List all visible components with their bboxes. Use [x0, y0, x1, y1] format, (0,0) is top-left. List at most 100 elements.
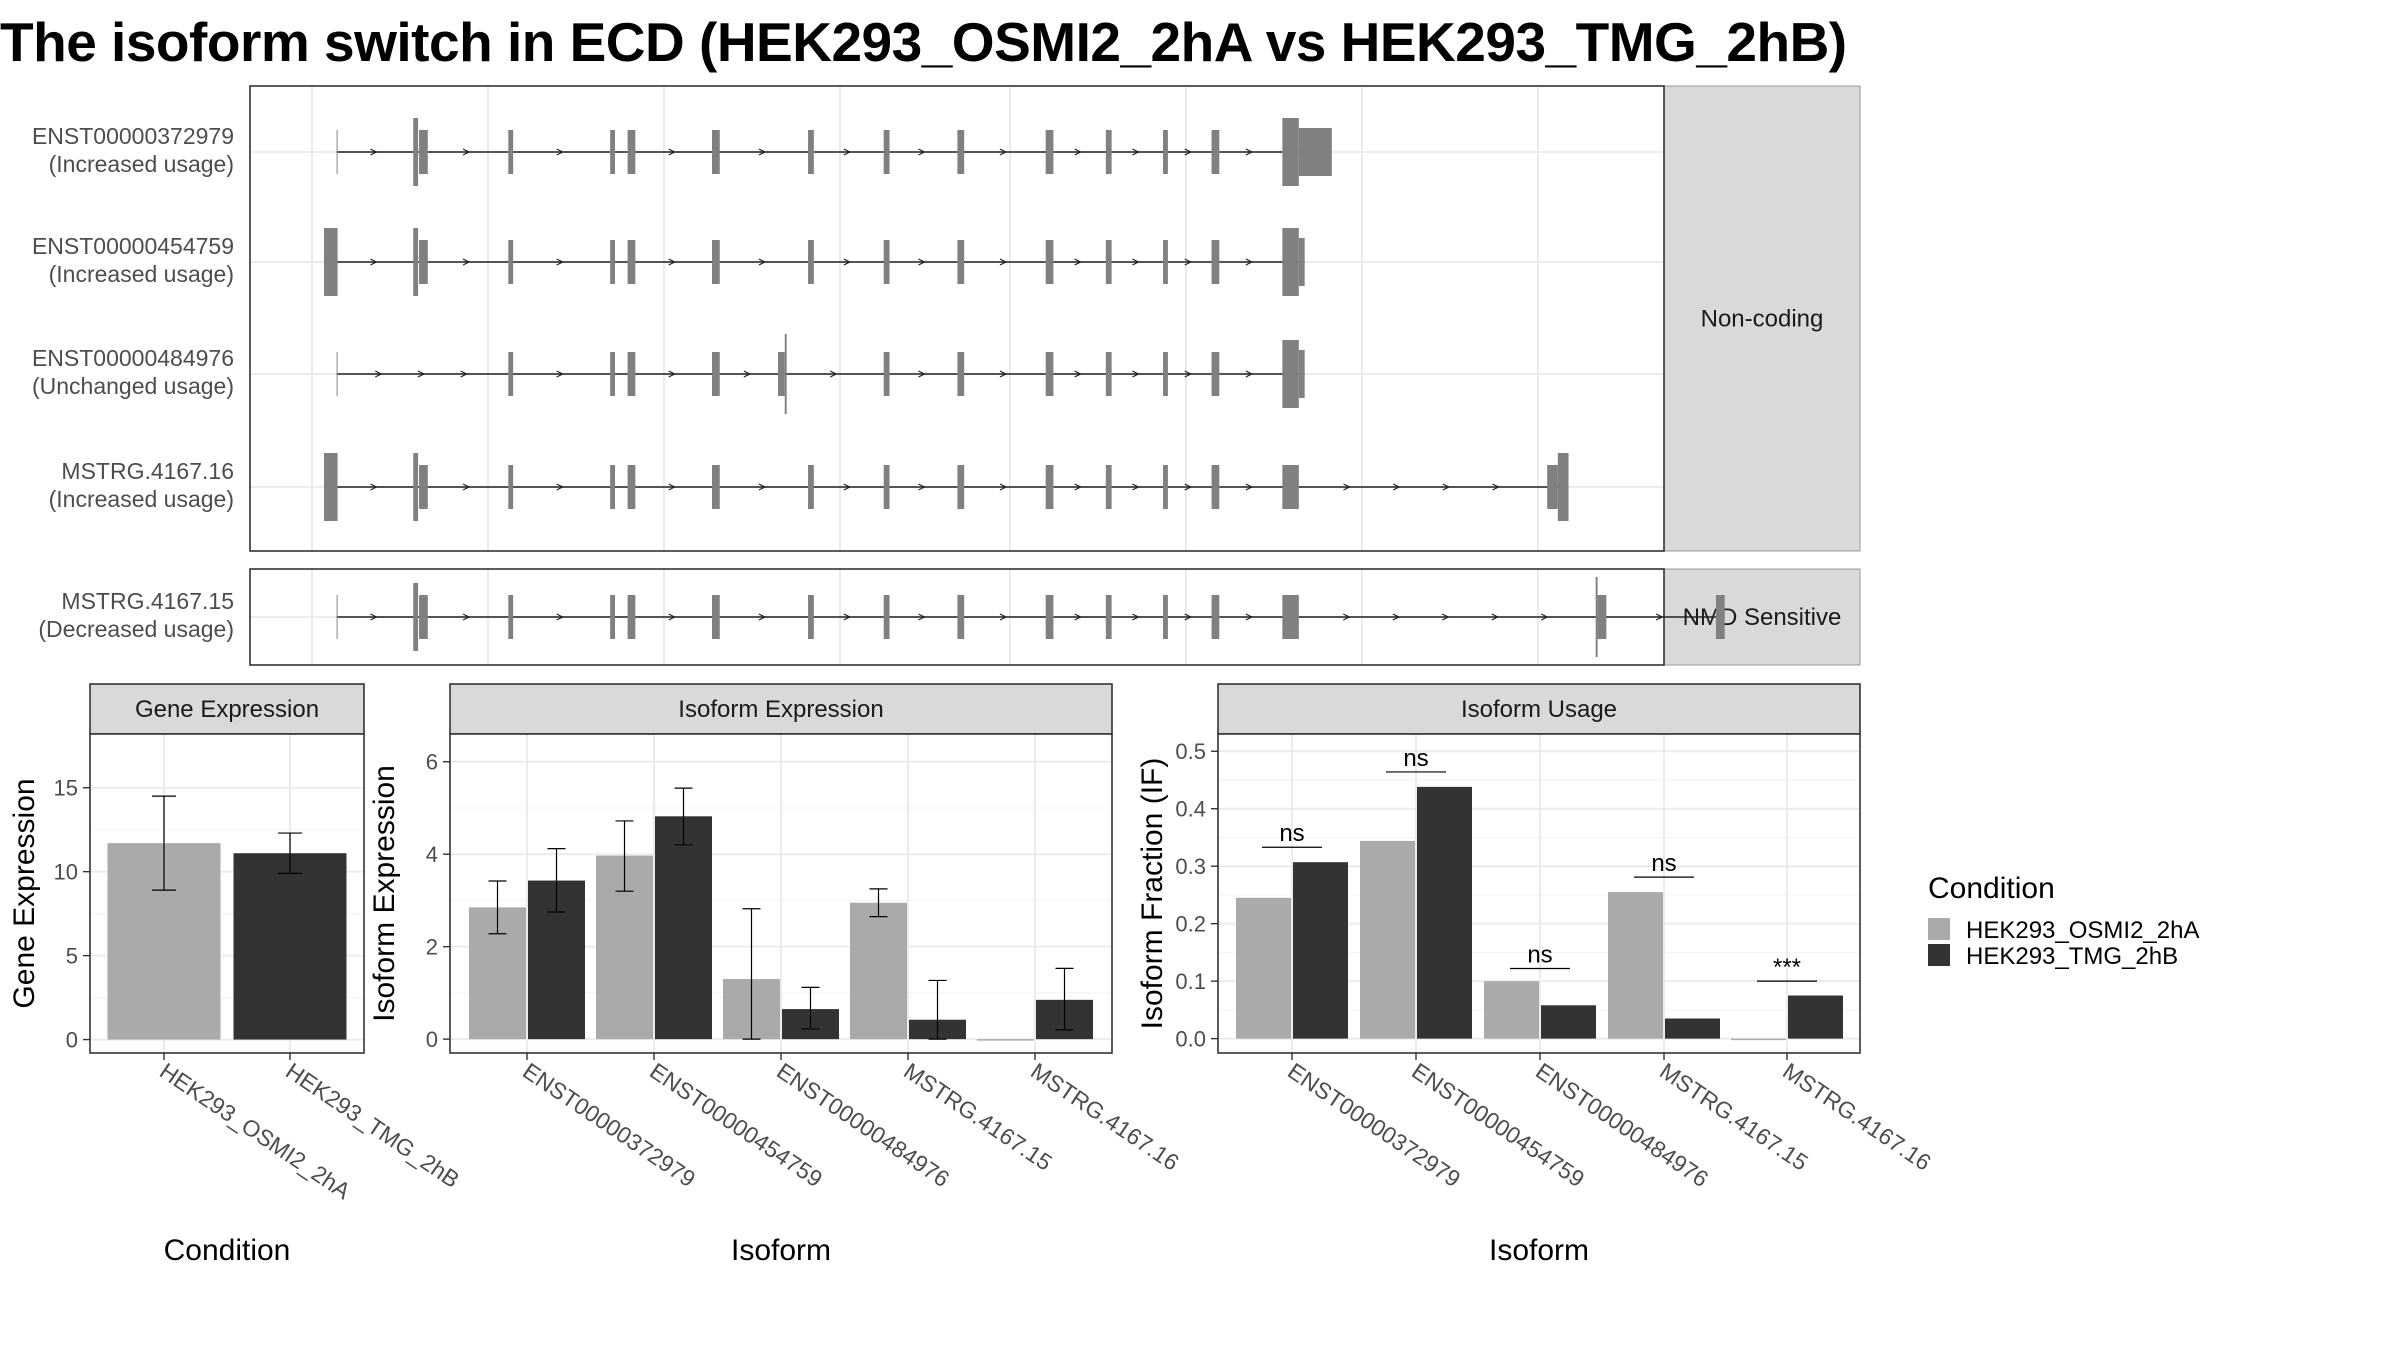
y-tick-label: 4 — [426, 842, 438, 867]
exon-block — [610, 595, 615, 639]
bar-HEK293_OSMI2_2hA — [977, 1039, 1034, 1041]
x-axis-title: Condition — [164, 1234, 291, 1267]
plot-border — [89, 733, 365, 1054]
exon-block — [1211, 240, 1220, 284]
legend-label: HEK293_OSMI2_2hA — [1966, 917, 2199, 944]
exon-block — [627, 352, 636, 396]
transcript-name: MSTRG.4167.16 — [61, 458, 234, 484]
intron-arrow — [1245, 613, 1254, 621]
intron-arrow — [1392, 613, 1401, 621]
exon-block — [627, 240, 636, 284]
exon-block — [627, 595, 636, 639]
exon-block — [712, 352, 720, 396]
legend-label: HEK293_TMG_2hB — [1966, 943, 2178, 970]
intron-arrow — [668, 148, 677, 156]
exon-block — [610, 465, 615, 509]
intron-arrow — [556, 483, 564, 491]
transcript-name: ENST00000454759 — [32, 233, 234, 259]
exon-block — [1282, 340, 1299, 408]
facet-strip — [1663, 85, 1861, 552]
exon-block — [1211, 465, 1220, 509]
intron-arrow — [999, 258, 1008, 266]
intron-arrow — [918, 613, 926, 621]
intron-arrow — [999, 483, 1008, 491]
intron-arrow — [1184, 613, 1193, 621]
intron-arrow — [758, 148, 767, 156]
significance-label: ns — [1279, 820, 1304, 847]
exon-block — [1163, 352, 1168, 396]
exon-block — [627, 130, 636, 174]
exon-block — [712, 240, 720, 284]
intron-arrow — [1132, 148, 1140, 156]
exon-block — [1282, 595, 1299, 639]
panel-strip-label: Isoform Expression — [678, 696, 883, 723]
exon-block — [419, 240, 428, 284]
bar-HEK293_OSMI2_2hA — [1236, 897, 1291, 1039]
y-tick-label: 2 — [426, 935, 438, 960]
exon-block — [627, 465, 636, 509]
intron-arrow — [843, 613, 852, 621]
exon-block — [1163, 130, 1168, 174]
figure-title: The isoform switch in ECD (HEK293_OSMI2_… — [0, 11, 1847, 73]
legend-key — [1928, 944, 1950, 966]
exon-block — [1045, 465, 1054, 509]
y-tick-label: 0.0 — [1175, 1027, 1206, 1052]
intron-arrow — [1655, 613, 1664, 621]
x-axis-title: Isoform — [731, 1234, 831, 1267]
intron-arrow — [1074, 370, 1082, 378]
exon-block — [1211, 595, 1220, 639]
intron-arrow — [843, 258, 852, 266]
transcript-panel-border — [249, 85, 1665, 552]
bar-HEK293_OSMI2_2hA — [850, 902, 907, 1040]
exon-block — [1211, 130, 1220, 174]
intron-arrow — [918, 258, 926, 266]
transcript-usage-status: (Increased usage) — [49, 151, 234, 177]
exon-block — [1105, 465, 1112, 509]
intron-arrow — [556, 613, 564, 621]
panel-strip — [449, 683, 1113, 735]
exon-block — [508, 595, 514, 639]
bar-HEK293_TMG_2hB — [1665, 1018, 1720, 1039]
intron-arrow — [1132, 370, 1140, 378]
exon-block — [712, 465, 720, 509]
exon-block — [508, 130, 514, 174]
exon-block — [413, 118, 419, 186]
facet-strip-label: Non-coding — [1701, 306, 1824, 333]
intron-arrow — [1184, 148, 1193, 156]
intron-arrow — [758, 613, 767, 621]
intron-arrow — [1074, 148, 1082, 156]
exon-block — [1547, 465, 1558, 509]
intron-arrow — [1132, 483, 1140, 491]
exon-block — [784, 334, 787, 414]
intron-arrow — [918, 370, 926, 378]
exon-block — [413, 583, 419, 651]
exon-block — [1045, 352, 1054, 396]
transcript-usage-status: (Increased usage) — [49, 261, 234, 287]
exon-block — [883, 240, 890, 284]
exon-block — [1105, 352, 1112, 396]
intron-arrow — [1492, 483, 1500, 491]
bar-HEK293_TMG_2hB — [1293, 862, 1348, 1039]
panel-strip-label: Isoform Usage — [1461, 696, 1617, 723]
exon-block — [1045, 595, 1054, 639]
exon-block — [1211, 352, 1220, 396]
bar-HEK293_TMG_2hB — [1788, 995, 1843, 1039]
intron-arrow — [462, 483, 471, 491]
exon-block — [883, 465, 890, 509]
exon-block — [1045, 240, 1054, 284]
intron-arrow — [668, 613, 677, 621]
exon-block — [324, 453, 338, 521]
intron-arrow — [370, 258, 378, 266]
exon-block — [413, 228, 419, 296]
y-tick-label: 0.3 — [1175, 854, 1206, 879]
exon-block — [883, 595, 890, 639]
intron-arrow — [462, 613, 471, 621]
intron-arrow — [1343, 483, 1351, 491]
exon-block — [777, 352, 785, 396]
intron-arrow — [1074, 258, 1082, 266]
intron-arrow — [829, 370, 838, 378]
exon-block — [508, 352, 514, 396]
exon-block — [808, 595, 814, 639]
significance-label: *** — [1773, 954, 1801, 981]
intron-arrow — [1392, 483, 1401, 491]
